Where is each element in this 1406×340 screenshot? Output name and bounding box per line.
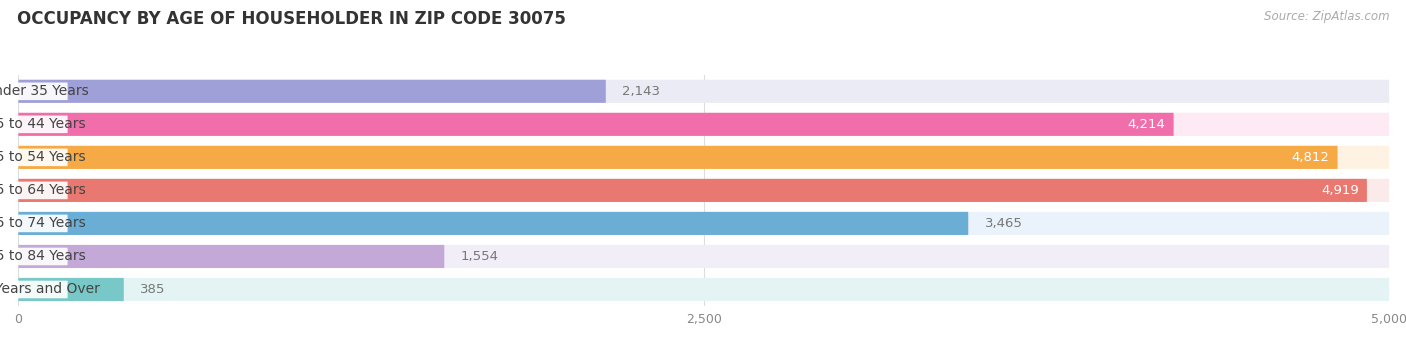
- FancyBboxPatch shape: [18, 179, 1389, 202]
- Text: Source: ZipAtlas.com: Source: ZipAtlas.com: [1264, 10, 1389, 23]
- Text: 45 to 54 Years: 45 to 54 Years: [0, 150, 86, 164]
- FancyBboxPatch shape: [18, 113, 1389, 136]
- Text: 85 Years and Over: 85 Years and Over: [0, 283, 100, 296]
- Text: Under 35 Years: Under 35 Years: [0, 84, 89, 98]
- Text: 75 to 84 Years: 75 to 84 Years: [0, 250, 86, 264]
- FancyBboxPatch shape: [18, 113, 1174, 136]
- Text: 35 to 44 Years: 35 to 44 Years: [0, 117, 86, 131]
- Text: 4,812: 4,812: [1292, 151, 1329, 164]
- Text: 4,919: 4,919: [1322, 184, 1358, 197]
- FancyBboxPatch shape: [4, 215, 67, 232]
- FancyBboxPatch shape: [18, 278, 124, 301]
- Text: 55 to 64 Years: 55 to 64 Years: [0, 183, 86, 198]
- Text: 4,214: 4,214: [1128, 118, 1166, 131]
- FancyBboxPatch shape: [18, 146, 1389, 169]
- FancyBboxPatch shape: [18, 212, 969, 235]
- FancyBboxPatch shape: [4, 83, 67, 100]
- FancyBboxPatch shape: [18, 245, 444, 268]
- FancyBboxPatch shape: [18, 80, 606, 103]
- Text: 1,554: 1,554: [461, 250, 499, 263]
- Text: OCCUPANCY BY AGE OF HOUSEHOLDER IN ZIP CODE 30075: OCCUPANCY BY AGE OF HOUSEHOLDER IN ZIP C…: [17, 10, 565, 28]
- Text: 65 to 74 Years: 65 to 74 Years: [0, 217, 86, 231]
- Text: 385: 385: [141, 283, 166, 296]
- FancyBboxPatch shape: [4, 248, 67, 265]
- Text: 2,143: 2,143: [623, 85, 661, 98]
- FancyBboxPatch shape: [18, 80, 1389, 103]
- FancyBboxPatch shape: [4, 281, 67, 298]
- Text: 3,465: 3,465: [984, 217, 1022, 230]
- FancyBboxPatch shape: [18, 212, 1389, 235]
- FancyBboxPatch shape: [18, 179, 1367, 202]
- FancyBboxPatch shape: [18, 245, 1389, 268]
- FancyBboxPatch shape: [4, 182, 67, 199]
- FancyBboxPatch shape: [18, 146, 1337, 169]
- FancyBboxPatch shape: [18, 278, 1389, 301]
- FancyBboxPatch shape: [4, 149, 67, 166]
- FancyBboxPatch shape: [4, 116, 67, 133]
